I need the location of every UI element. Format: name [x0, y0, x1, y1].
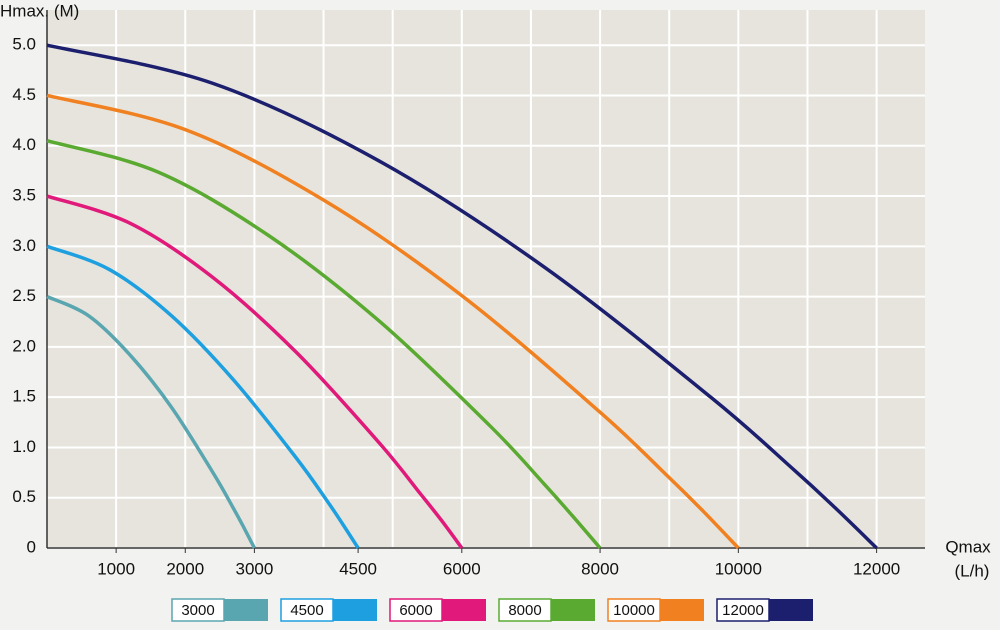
legend-label: 6000	[399, 602, 432, 619]
x-axis-unit: (L/h)	[955, 561, 990, 580]
x-tick-label: 2000	[166, 559, 204, 578]
y-tick-label: 5.0	[12, 35, 36, 54]
series-line	[46, 93, 740, 550]
legend-swatch	[769, 599, 813, 621]
series-line	[46, 139, 602, 550]
x-axis-label: Qmax	[945, 537, 991, 556]
y-axis-label: Hmax. (M)	[0, 1, 79, 20]
legend-label: 8000	[508, 602, 541, 619]
x-tick-label: 12000	[853, 559, 900, 578]
legend-label: 4500	[290, 602, 323, 619]
series-line	[46, 294, 256, 549]
x-tick-label: 1000	[97, 559, 135, 578]
legend-label: 3000	[181, 602, 214, 619]
y-tick-label: 4.0	[12, 135, 36, 154]
y-tick-label: 3.5	[12, 186, 36, 205]
series-line	[46, 244, 360, 549]
x-tick-label: 6000	[443, 559, 481, 578]
x-tick-label: 4500	[339, 559, 377, 578]
y-tick-label: 1.5	[12, 387, 36, 406]
y-tick-label: 3.0	[12, 236, 36, 255]
y-tick-label: 1.0	[12, 437, 36, 456]
y-tick-label: 4.5	[12, 85, 36, 104]
legend-swatch	[333, 599, 377, 621]
y-tick-label: 0.5	[12, 487, 36, 506]
series-line	[46, 194, 464, 550]
series-line	[46, 43, 878, 550]
legend-label: 12000	[722, 602, 764, 619]
x-tick-label: 10000	[715, 559, 762, 578]
y-tick-label: 2.5	[12, 286, 36, 305]
y-tick-label: 0	[27, 537, 36, 556]
legend-swatch	[551, 599, 595, 621]
x-tick-label: 3000	[235, 559, 273, 578]
legend-swatch	[442, 599, 486, 621]
legend-swatch	[660, 599, 704, 621]
y-tick-label: 2.0	[12, 336, 36, 355]
legend-swatch	[224, 599, 268, 621]
x-tick-label: 8000	[581, 559, 619, 578]
legend-label: 10000	[613, 602, 655, 619]
